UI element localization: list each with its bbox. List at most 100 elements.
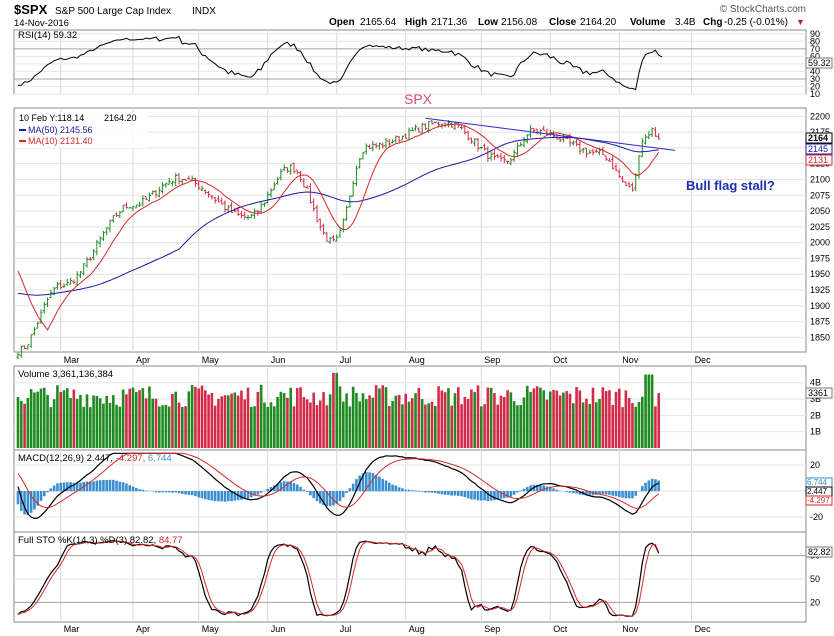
- volume-bar: [75, 398, 79, 448]
- volume-bar: [437, 386, 440, 448]
- volume-bar: [558, 395, 562, 448]
- month-label: Apr: [136, 355, 150, 365]
- volume-bar: [161, 405, 164, 448]
- month-label-bottom: Mar: [64, 624, 80, 634]
- macd-hist-bar: [79, 482, 82, 492]
- rsi-tick-label: 40: [810, 66, 820, 76]
- rsi-tick-label: 60: [810, 51, 820, 61]
- volume-bar: [512, 401, 516, 448]
- price-bar: [647, 131, 651, 140]
- volume-bars: [16, 372, 661, 448]
- volume-bar: [535, 386, 539, 448]
- volume-bar: [180, 407, 184, 448]
- volume-tick-label: 2B: [810, 410, 821, 420]
- price-bar: [160, 182, 165, 194]
- macd-hist-bar: [506, 491, 509, 498]
- volume-bar: [447, 388, 450, 448]
- price-bar: [45, 297, 50, 308]
- macd-hist-bar: [52, 485, 56, 492]
- price-bar: [101, 230, 106, 241]
- volume-bar: [479, 406, 483, 448]
- volume-tick-label: 4B: [810, 378, 821, 388]
- volume-bar: [108, 402, 112, 448]
- month-label: Dec: [695, 355, 712, 365]
- macd-hist-bar: [601, 491, 605, 495]
- macd-hist-bar: [259, 491, 263, 493]
- volume-bar: [614, 391, 618, 448]
- macd-hist-bar: [624, 491, 628, 499]
- volume-bar: [637, 402, 641, 448]
- macd-hist-bar: [401, 488, 404, 492]
- month-label-bottom: May: [202, 624, 220, 634]
- volume-bar: [361, 393, 365, 448]
- macd-hist-bar: [361, 473, 365, 492]
- price-bar: [650, 127, 654, 138]
- macd-hist-bar: [604, 491, 608, 495]
- open-value: 2165.64: [360, 17, 397, 28]
- volume-bar: [624, 390, 628, 448]
- ma10-tag: 2131: [808, 155, 828, 165]
- close-label: Close: [549, 17, 577, 28]
- ma10-legend: MA(10) 2131.40: [28, 136, 93, 146]
- volume-bar: [187, 391, 191, 448]
- volume-bar: [217, 398, 220, 448]
- price-bar: [220, 197, 224, 205]
- volume-bar: [338, 386, 342, 448]
- open-label: Open: [329, 17, 355, 28]
- price-tick-label: 1950: [810, 269, 830, 279]
- macd-hist-bar: [332, 491, 335, 506]
- volume-bar: [571, 403, 575, 448]
- volume-bar: [371, 397, 375, 448]
- macd-hist-bar: [519, 490, 523, 492]
- macd-hist-bar: [200, 491, 204, 499]
- macd-hist-bar: [256, 491, 260, 495]
- macd-hist-bar: [598, 491, 601, 495]
- price-bar: [85, 256, 89, 268]
- price-bar: [183, 178, 188, 181]
- macd-hist-bar: [19, 491, 23, 511]
- macd-hist-bar: [39, 491, 43, 501]
- volume-bar: [440, 390, 444, 448]
- volume-tag-box: [805, 387, 833, 399]
- macd-hist-bar: [447, 491, 450, 495]
- macd-hist-bar: [627, 491, 631, 499]
- volume-bar: [502, 396, 506, 448]
- volume-bar: [407, 401, 411, 448]
- price-bar: [315, 204, 319, 223]
- macd-hist-bar: [312, 491, 316, 499]
- price-bar: [88, 256, 92, 262]
- volume-bar: [138, 390, 141, 448]
- month-label: May: [202, 355, 220, 365]
- volume-bar: [627, 398, 631, 448]
- price-bar: [124, 202, 129, 209]
- macd-hist-bar: [558, 490, 562, 492]
- price-bar: [578, 140, 582, 155]
- price-bar: [29, 334, 33, 348]
- month-label: Sep: [484, 355, 500, 365]
- macd-hist-bar: [381, 479, 385, 492]
- price-bar: [151, 190, 155, 195]
- macd-hist-bar: [430, 491, 434, 493]
- macd-hist-bar: [509, 491, 513, 497]
- price-bar: [108, 219, 112, 233]
- price-bar: [157, 186, 161, 198]
- macd-hist-bar: [184, 491, 187, 495]
- volume-bar: [460, 404, 463, 448]
- month-label: Nov: [622, 355, 639, 365]
- volume-bar: [374, 385, 378, 448]
- price-bar: [591, 148, 595, 156]
- low-label: Low: [478, 17, 498, 28]
- volume-bar: [16, 396, 20, 448]
- price-bar: [206, 190, 211, 198]
- volume-bar: [611, 404, 615, 448]
- volume-bar: [634, 406, 638, 448]
- macd-hist-bar: [410, 490, 414, 492]
- month-label-bottom: Aug: [409, 624, 425, 634]
- volume-value-head: 3.4B: [675, 17, 696, 28]
- price-bar: [141, 195, 145, 207]
- macd-hist-tag: 6.744: [807, 478, 828, 487]
- macd-label: MACD(12,26,9) 2.447, -4.297, 6.744: [18, 453, 172, 464]
- price-bar: [243, 211, 247, 220]
- volume-bar: [115, 404, 118, 448]
- price-bar: [630, 182, 635, 192]
